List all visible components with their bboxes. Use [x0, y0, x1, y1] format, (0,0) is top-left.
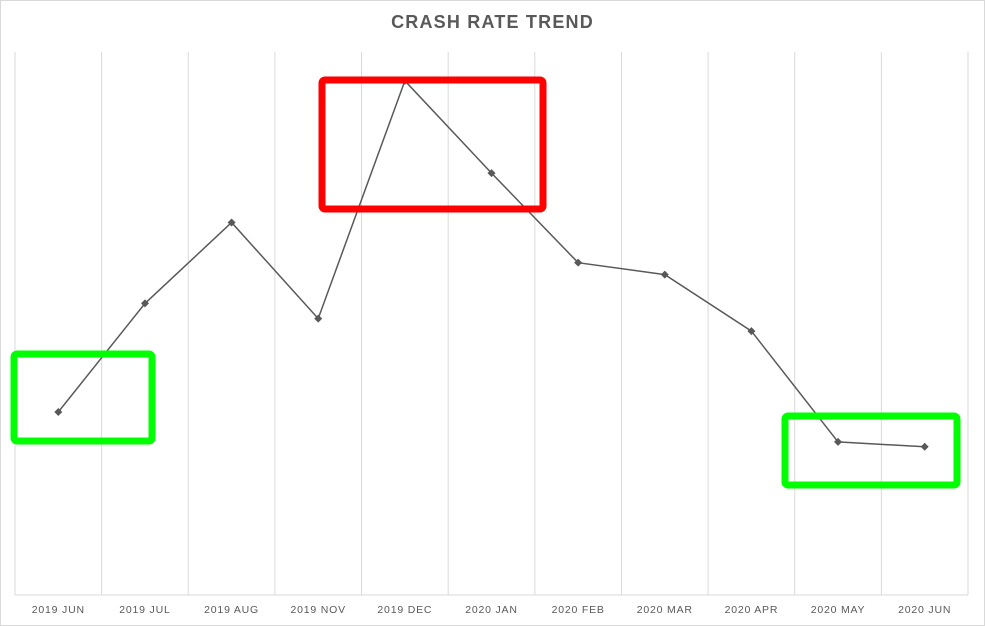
highlight-box-low-end	[781, 412, 961, 489]
data-point-2020-feb	[574, 258, 583, 267]
data-point-2020-mar	[660, 270, 669, 279]
chart-title: CRASH RATE TREND	[391, 12, 594, 32]
data-point-2019-nov	[314, 314, 323, 323]
data-point-2019-jul	[140, 299, 149, 308]
data-point-2020-apr	[747, 327, 756, 336]
x-tick-label: 2019 JUN	[32, 604, 85, 616]
x-tick-label: 2019 JUL	[119, 604, 170, 616]
gridlines	[14, 52, 969, 596]
data-point-2020-may	[834, 437, 843, 446]
x-tick-label: 2020 MAY	[811, 604, 866, 616]
data-point-2020-jun	[920, 442, 929, 451]
x-axis-tick-labels: 2019 JUN 2019 JUL 2019 AUG 2019 NOV 2019 DEC…	[32, 604, 951, 616]
x-tick-label: 2020 JAN	[465, 604, 518, 616]
highlight-box-low-start	[10, 350, 156, 445]
x-tick-label: 2020 APR	[725, 604, 779, 616]
data-point-2020-jan	[487, 169, 496, 178]
highlight-annotations	[10, 76, 961, 489]
x-tick-label: 2019 DEC	[377, 604, 432, 616]
x-tick-label: 2019 AUG	[204, 604, 259, 616]
x-tick-label: 2020 JUN	[898, 604, 951, 616]
data-point-2019-jun	[54, 408, 63, 417]
x-tick-label: 2020 FEB	[552, 604, 605, 616]
x-tick-label: 2019 NOV	[291, 604, 346, 616]
highlight-box-peak	[318, 76, 547, 213]
x-tick-label: 2020 MAR	[637, 604, 693, 616]
data-point-2019-aug	[227, 218, 236, 227]
data-points	[54, 76, 929, 451]
